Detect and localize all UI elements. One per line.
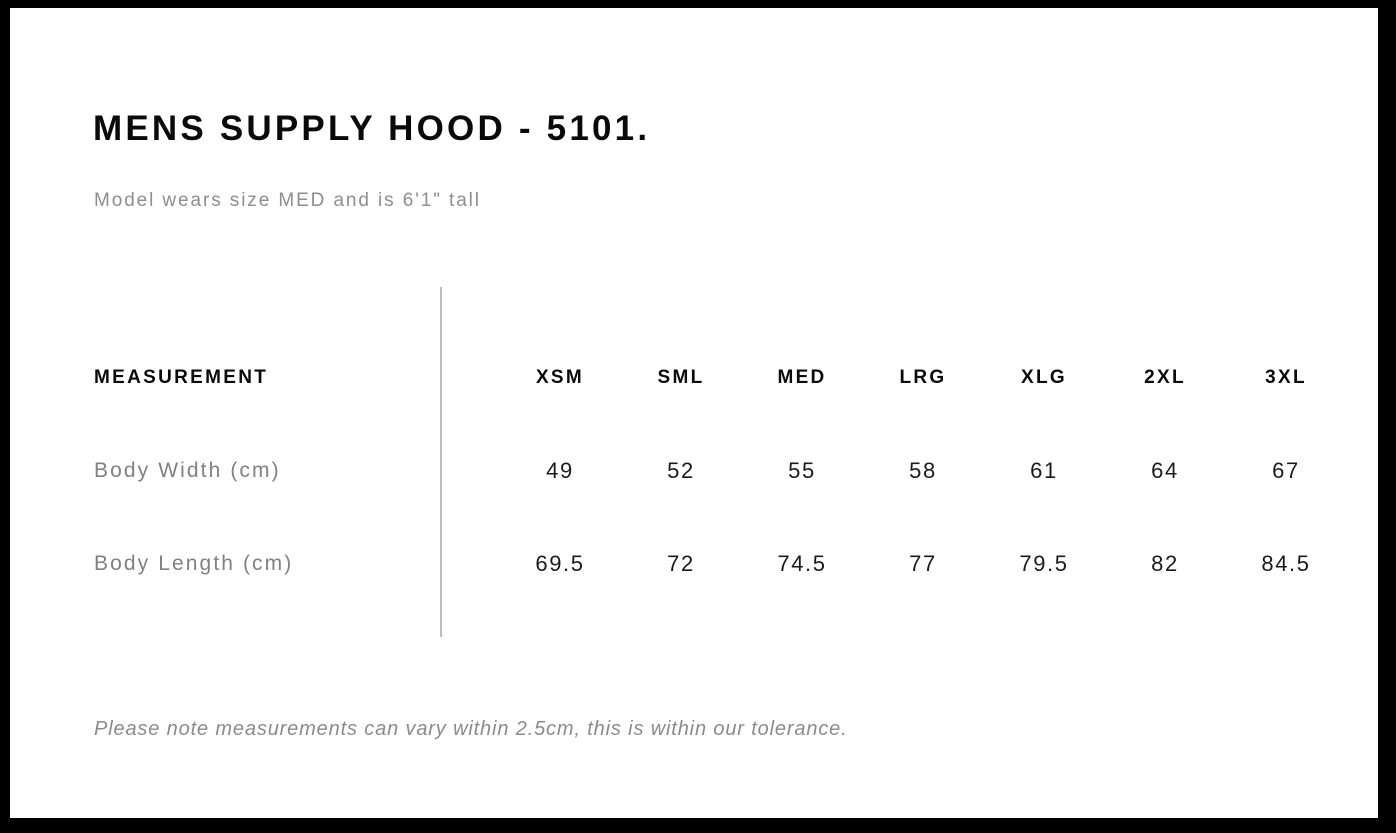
cell-body-width-xsm: 49 (546, 458, 574, 483)
cell-body-length-sml: 72 (667, 551, 695, 576)
column-header-measurement: MEASUREMENT (94, 367, 269, 388)
size-chart-table: MEASUREMENT XSM SML MED LRG XLG 2XL 3XL … (10, 348, 1378, 627)
table-row-body-length: Body Length (cm) 69.5 72 74.5 77 79.5 82… (10, 534, 1378, 627)
size-chart-page: MENS SUPPLY HOOD - 5101. Model wears siz… (10, 8, 1378, 818)
model-fit-note: Model wears size MED and is 6'1" tall (94, 190, 481, 211)
column-header-xsm: XSM (535, 367, 585, 388)
table-vertical-divider (440, 287, 442, 637)
cell-body-width-xlg: 61 (1030, 458, 1058, 483)
column-header-lrg: LRG (899, 367, 947, 388)
cell-body-width-med: 55 (788, 458, 816, 483)
page-title: MENS SUPPLY HOOD - 5101. (93, 109, 651, 148)
cell-body-length-3xl: 84.5 (1261, 551, 1311, 576)
column-header-3xl: 3XL (1265, 367, 1307, 388)
column-header-2xl: 2XL (1144, 367, 1186, 388)
table-header-row: MEASUREMENT XSM SML MED LRG XLG 2XL 3XL (10, 348, 1378, 441)
column-header-sml: SML (657, 367, 705, 388)
cell-body-length-xsm: 69.5 (535, 551, 585, 576)
cell-body-width-3xl: 67 (1272, 458, 1300, 483)
cell-body-width-2xl: 64 (1151, 458, 1179, 483)
row-label-body-length: Body Length (cm) (94, 552, 294, 575)
table-row-body-width: Body Width (cm) 49 52 55 58 61 64 67 (10, 441, 1378, 534)
column-header-med: MED (777, 367, 827, 388)
tolerance-note: Please note measurements can vary within… (94, 718, 848, 740)
cell-body-length-xlg: 79.5 (1019, 551, 1069, 576)
row-label-body-width: Body Width (cm) (94, 459, 281, 482)
cell-body-width-sml: 52 (667, 458, 695, 483)
cell-body-width-lrg: 58 (909, 458, 937, 483)
cell-body-length-2xl: 82 (1151, 551, 1179, 576)
cell-body-length-lrg: 77 (909, 551, 937, 576)
cell-body-length-med: 74.5 (777, 551, 827, 576)
column-header-xlg: XLG (1021, 367, 1067, 388)
